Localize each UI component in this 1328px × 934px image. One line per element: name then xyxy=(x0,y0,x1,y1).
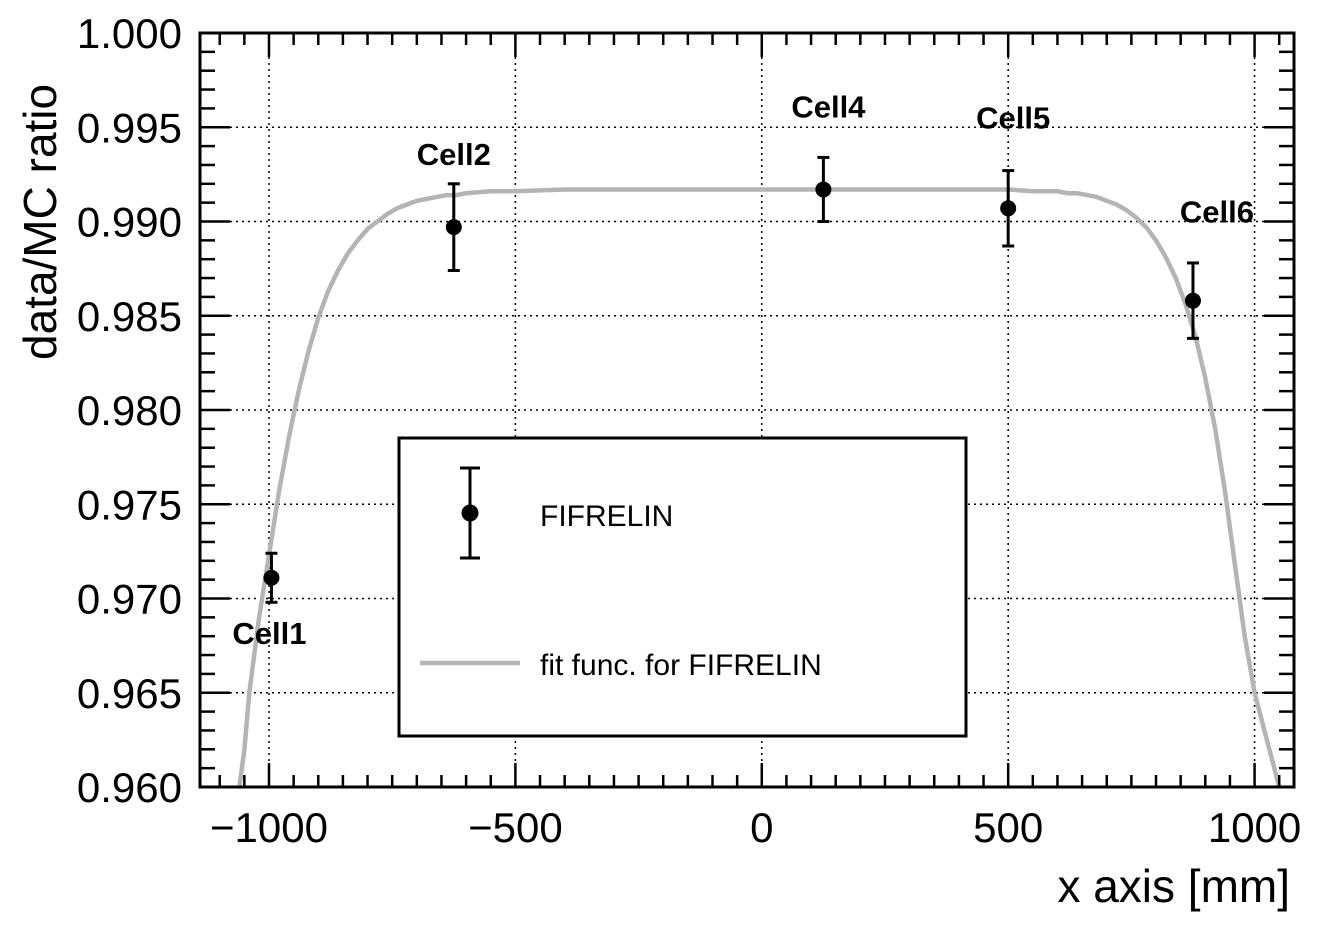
data-point xyxy=(1000,200,1017,217)
legend-label-fifrelin: FIFRELIN xyxy=(540,500,673,533)
point-label-cell1: Cell1 xyxy=(232,616,306,651)
x-tick-label: 500 xyxy=(973,804,1043,851)
y-tick-label: 0.970 xyxy=(77,576,182,623)
data-points-layer: Cell1 Cell2 Cell4 Cell5 Cell6 xyxy=(232,89,1254,650)
legend-box xyxy=(397,436,968,738)
legend-label-fit-func: fit func. for FIFRELIN xyxy=(540,649,822,682)
point-label-cell5: Cell5 xyxy=(976,100,1050,135)
y-tick-label: 0.975 xyxy=(77,481,182,528)
y-tick-label: 0.990 xyxy=(77,199,182,246)
y-tick-label: 0.965 xyxy=(77,670,182,717)
y-tick-label: 0.960 xyxy=(77,764,182,811)
y-tick-label: 0.995 xyxy=(77,104,182,151)
point-label-cell4: Cell4 xyxy=(791,89,866,124)
point-label-cell6: Cell6 xyxy=(1180,195,1254,230)
plot-frame-layer xyxy=(198,31,1296,789)
x-tick-label: 0 xyxy=(750,804,773,851)
data-point xyxy=(1184,292,1201,309)
legend-markers xyxy=(420,466,520,666)
y-tick-label: 0.985 xyxy=(77,293,182,340)
x-tick-label: 1000 xyxy=(1208,804,1301,851)
fit-function-curve xyxy=(237,187,1282,787)
x-axis-title: x axis [mm] xyxy=(1057,860,1290,912)
tick-labels-layer: −1000 −500 0 500 1000 0.960 0.965 0.970 0.975 0.9… xyxy=(77,10,1301,851)
y-tick-label: 0.980 xyxy=(77,387,182,434)
x-tick-label: −500 xyxy=(468,804,563,851)
data-point xyxy=(263,569,280,586)
y-axis-title: data/MC ratio xyxy=(14,84,66,360)
x-tick-label: −1000 xyxy=(210,804,328,851)
data-point xyxy=(815,181,832,198)
point-label-cell2: Cell2 xyxy=(417,137,491,172)
data-point xyxy=(445,219,462,236)
legend-point-marker xyxy=(461,504,479,522)
y-tick-label: 1.000 xyxy=(77,10,182,57)
fit-curve-layer xyxy=(237,187,1282,787)
legend: FIFRELIN fit func. for FIFRELIN xyxy=(397,436,968,738)
